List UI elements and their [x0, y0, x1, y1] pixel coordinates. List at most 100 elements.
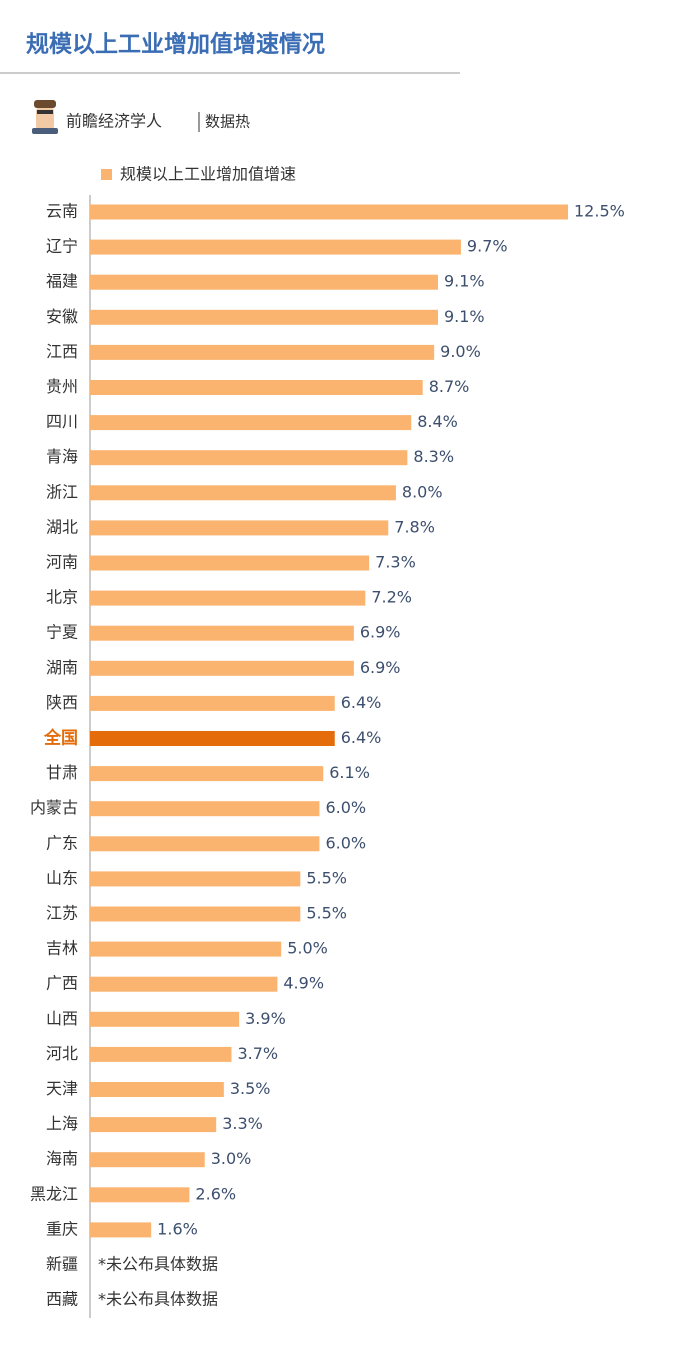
value-label: 5.5% — [306, 904, 347, 923]
y-tick-label: 广东 — [46, 833, 78, 852]
y-tick-label: 吉林 — [46, 939, 78, 958]
y-tick-label: 陕西 — [46, 693, 78, 712]
legend-label: 规模以上工业增加值增速 — [120, 165, 296, 184]
value-label: 7.3% — [375, 553, 416, 572]
y-tick-label: 新疆 — [46, 1255, 78, 1274]
value-label: 6.0% — [325, 798, 366, 817]
bar — [90, 1187, 190, 1203]
y-tick-label: 上海 — [46, 1114, 78, 1133]
value-label: 8.7% — [429, 377, 470, 396]
bar — [90, 801, 320, 817]
y-tick-label: 海南 — [46, 1149, 78, 1168]
bar — [90, 590, 366, 606]
bar — [90, 380, 423, 395]
y-tick-label: 山东 — [46, 868, 78, 887]
bar — [90, 766, 324, 782]
legend-swatch — [101, 169, 112, 180]
value-label: 4.9% — [283, 974, 324, 993]
bar — [90, 871, 301, 887]
y-tick-label: 甘肃 — [46, 763, 78, 782]
y-tick-label: 重庆 — [46, 1219, 78, 1238]
bar — [90, 555, 370, 571]
value-label: 3.0% — [211, 1149, 252, 1168]
bar — [90, 625, 354, 641]
source-channel: 数据热 — [205, 113, 250, 131]
value-label: 9.1% — [444, 272, 485, 291]
y-tick-label: 内蒙古 — [30, 798, 78, 817]
y-tick-label: 青海 — [46, 447, 78, 466]
y-tick-label: 西藏 — [46, 1290, 78, 1309]
value-label: 3.5% — [230, 1079, 271, 1098]
bar — [90, 1222, 152, 1238]
bar — [90, 1117, 217, 1133]
value-label: 6.9% — [360, 658, 401, 677]
y-tick-label: 河北 — [46, 1044, 78, 1063]
value-label: 7.8% — [394, 517, 435, 536]
bar — [90, 204, 568, 220]
y-tick-label: 安徽 — [46, 307, 78, 326]
bar — [90, 1152, 205, 1168]
bar — [90, 239, 461, 255]
value-label: 6.4% — [341, 728, 382, 747]
y-tick-label: 山西 — [46, 1009, 78, 1028]
y-tick-label: 四川 — [46, 412, 78, 431]
bar — [90, 309, 438, 325]
value-label: 12.5% — [574, 202, 625, 221]
value-label: 3.3% — [222, 1114, 263, 1133]
value-label: 8.0% — [402, 482, 443, 501]
bar — [90, 274, 438, 290]
y-tick-label: 全国 — [43, 728, 78, 749]
bar — [90, 344, 435, 360]
value-label: 8.3% — [413, 447, 454, 466]
bar — [90, 450, 408, 466]
avatar — [32, 100, 58, 134]
y-tick-label: 贵州 — [46, 377, 78, 396]
y-tick-label: 河南 — [46, 553, 78, 572]
value-label: 6.0% — [325, 833, 366, 852]
bar — [90, 660, 354, 676]
missing-note: *未公布具体数据 — [98, 1290, 218, 1309]
y-tick-label: 江西 — [46, 342, 78, 361]
y-tick-label: 湖南 — [46, 658, 78, 677]
chart-title: 规模以上工业增加值增速情况 — [26, 31, 325, 58]
value-label: 9.7% — [467, 237, 508, 256]
value-label: 2.6% — [195, 1184, 236, 1203]
y-tick-label: 江苏 — [46, 904, 78, 923]
bar — [90, 1011, 240, 1027]
y-tick-label: 广西 — [46, 974, 78, 993]
bar — [90, 906, 301, 922]
value-label: 7.2% — [371, 588, 412, 607]
y-tick-label: 湖北 — [46, 517, 78, 536]
value-label: 6.4% — [341, 693, 382, 712]
y-tick-label: 福建 — [46, 272, 78, 291]
bar — [90, 976, 278, 992]
bar — [90, 695, 335, 711]
value-label: 3.7% — [237, 1044, 278, 1063]
value-label: 9.0% — [440, 342, 481, 361]
value-label: 1.6% — [157, 1219, 198, 1238]
missing-note: *未公布具体数据 — [98, 1255, 218, 1274]
y-tick-label: 云南 — [46, 202, 78, 221]
bar — [90, 520, 389, 536]
y-tick-label: 辽宁 — [46, 237, 78, 256]
value-label: 6.1% — [329, 763, 370, 782]
y-tick-label: 浙江 — [46, 482, 78, 501]
y-tick-label: 黑龙江 — [30, 1184, 78, 1203]
value-label: 8.4% — [417, 412, 458, 431]
value-label: 6.9% — [360, 623, 401, 642]
bar — [90, 731, 335, 746]
bar — [90, 485, 396, 501]
value-label: 5.0% — [287, 939, 328, 958]
y-tick-label: 天津 — [46, 1079, 78, 1098]
y-tick-label: 北京 — [46, 588, 78, 607]
value-label: 3.9% — [245, 1009, 286, 1028]
value-label: 5.5% — [306, 868, 347, 887]
bar — [90, 941, 282, 957]
value-label: 9.1% — [444, 307, 485, 326]
source: 前瞻经济学人 — [66, 112, 162, 131]
bar — [90, 1046, 232, 1062]
bar — [90, 415, 412, 431]
bar — [90, 836, 320, 852]
bar — [90, 1082, 224, 1097]
